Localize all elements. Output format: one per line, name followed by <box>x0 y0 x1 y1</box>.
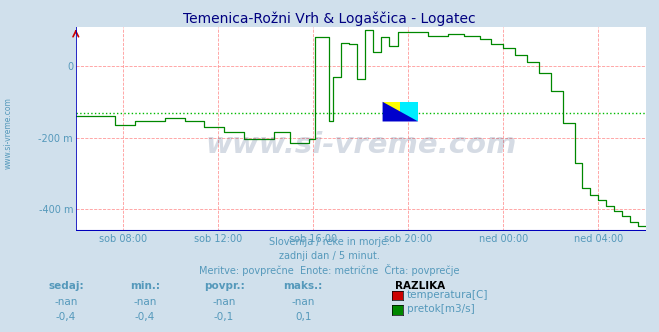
Text: -nan: -nan <box>54 297 78 307</box>
Text: pretok[m3/s]: pretok[m3/s] <box>407 304 474 314</box>
Bar <box>383 102 401 122</box>
Text: 0,1: 0,1 <box>295 312 312 322</box>
Text: Slovenija / reke in morje.: Slovenija / reke in morje. <box>269 237 390 247</box>
Bar <box>401 102 418 122</box>
Text: www.si-vreme.com: www.si-vreme.com <box>3 97 13 169</box>
Text: -nan: -nan <box>212 297 236 307</box>
Polygon shape <box>383 102 418 122</box>
Text: min.:: min.: <box>130 281 160 290</box>
Text: temperatura[C]: temperatura[C] <box>407 290 488 300</box>
Text: sedaj:: sedaj: <box>48 281 84 290</box>
Text: maks.:: maks.: <box>283 281 323 290</box>
Text: -0,4: -0,4 <box>135 312 155 322</box>
Text: povpr.:: povpr.: <box>204 281 244 290</box>
Text: www.si-vreme.com: www.si-vreme.com <box>205 131 517 159</box>
Text: -0,1: -0,1 <box>214 312 234 322</box>
Text: RAZLIKA: RAZLIKA <box>395 281 445 290</box>
Text: Meritve: povprečne  Enote: metrične  Črta: povprečje: Meritve: povprečne Enote: metrične Črta:… <box>199 264 460 276</box>
Text: zadnji dan / 5 minut.: zadnji dan / 5 minut. <box>279 251 380 261</box>
Text: Temenica-Rožni Vrh & Logaščica - Logatec: Temenica-Rožni Vrh & Logaščica - Logatec <box>183 12 476 26</box>
Text: -nan: -nan <box>133 297 157 307</box>
Text: -nan: -nan <box>291 297 315 307</box>
Text: -0,4: -0,4 <box>56 312 76 322</box>
